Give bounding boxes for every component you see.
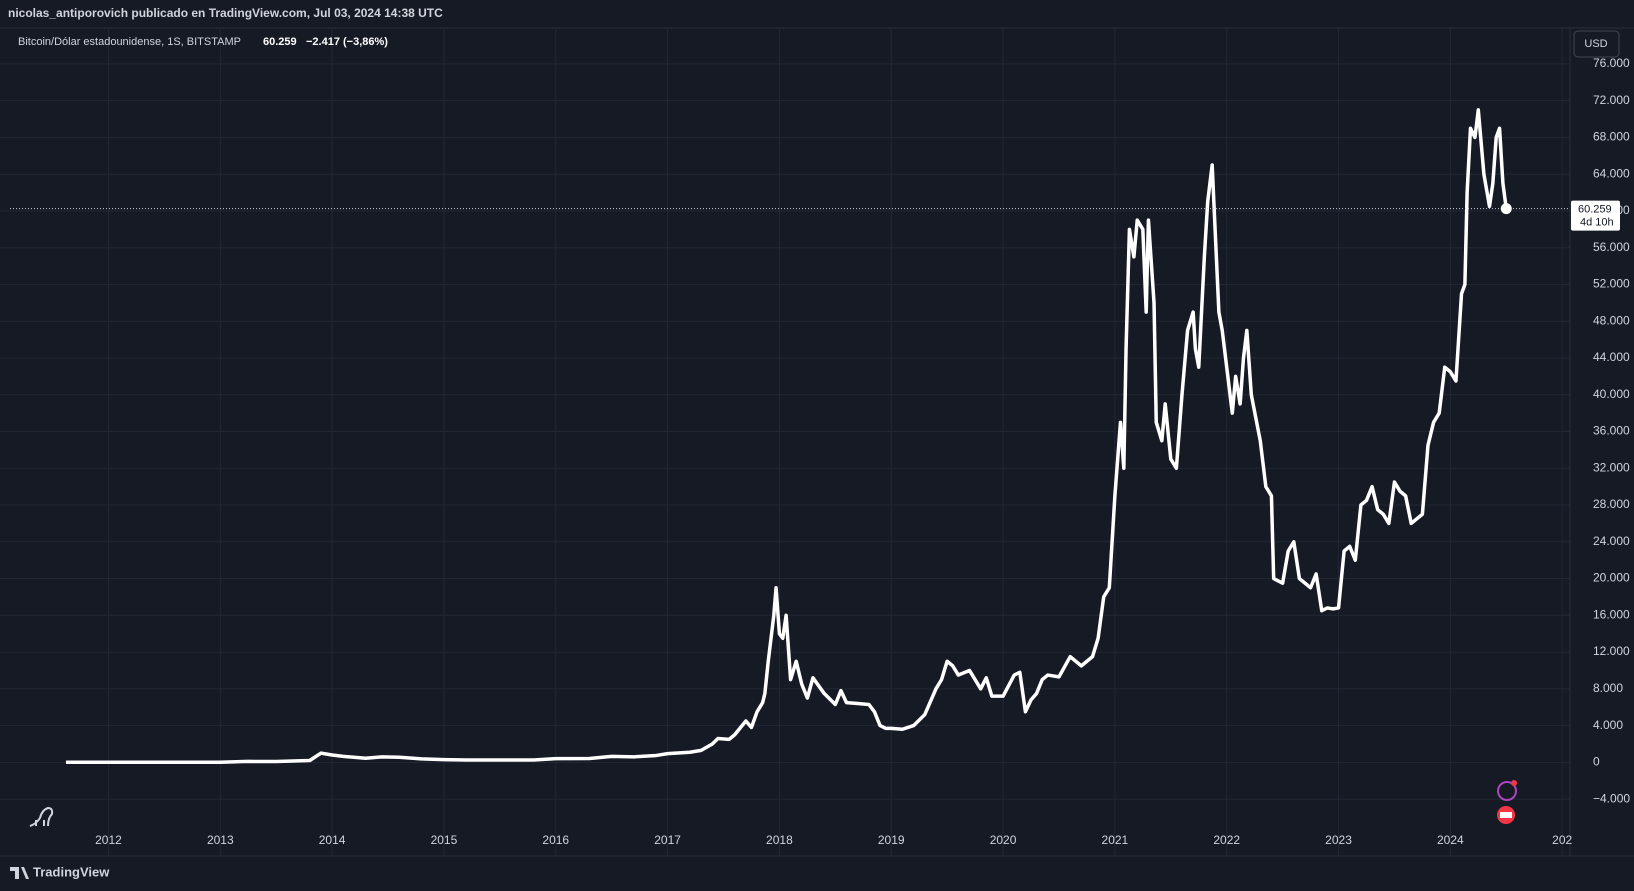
publisher: nicolas_antiporovich publicado en Tradin…	[8, 6, 443, 20]
x-tick-label: 2023	[1325, 833, 1352, 847]
y-tick-label: 76.000	[1593, 56, 1630, 70]
logo-icon	[29, 806, 54, 827]
y-tick-label: 0	[1593, 755, 1600, 769]
flag-stripe	[1500, 812, 1512, 818]
x-tick-label: 2020	[990, 833, 1017, 847]
grid	[0, 29, 1570, 856]
y-tick-label: 44.000	[1593, 350, 1630, 364]
legend-change: −2.417 (−3,86%)	[306, 36, 388, 48]
y-tick-label: 40.000	[1593, 387, 1630, 401]
plot	[65, 108, 1508, 765]
y-tick-label: 12.000	[1593, 644, 1630, 658]
x-tick-label: 2024	[1437, 833, 1464, 847]
last-point	[1500, 203, 1512, 215]
y-tick-label: 72.000	[1593, 93, 1630, 107]
x-tick-label: 2013	[207, 833, 234, 847]
event-icon[interactable]	[1497, 781, 1517, 801]
brand-name: TradingView	[33, 864, 110, 879]
y-tick-label: 28.000	[1593, 497, 1630, 511]
x-tick-label: 2021	[1102, 833, 1129, 847]
event-dot	[1511, 780, 1517, 786]
y-tick-label: 64.000	[1593, 166, 1630, 180]
x-tick-label: 2017	[654, 833, 681, 847]
x-tick-label: 2015	[431, 833, 458, 847]
last-price-badge	[1571, 200, 1620, 231]
x-tick-label: 2014	[319, 833, 346, 847]
y-tick-label: 16.000	[1593, 607, 1630, 621]
y-tick-label: 56.000	[1593, 240, 1630, 254]
last-price-label: 60.259	[1578, 203, 1612, 215]
x-tick-label: 2018	[766, 833, 793, 847]
x-tick-label: 2016	[542, 833, 569, 847]
brand-logo	[10, 867, 29, 879]
currency[interactable]: USD	[1584, 38, 1607, 50]
y-tick-label: 32.000	[1593, 460, 1630, 474]
y-tick-label: 36.000	[1593, 424, 1630, 438]
x-tick-label: 202	[1552, 833, 1572, 847]
y-tick-label: 68.000	[1593, 130, 1630, 144]
legend-price: 60.259	[263, 36, 297, 48]
y-tick-label: 20.000	[1593, 571, 1630, 585]
y-tick-label: 52.000	[1593, 277, 1630, 291]
y-tick-label: 24.000	[1593, 534, 1630, 548]
countdown: 4d 10h	[1580, 216, 1614, 228]
y-tick-label: 48.000	[1593, 313, 1630, 327]
y-tick-label: 4.000	[1593, 718, 1623, 732]
x-tick-label: 2012	[95, 833, 122, 847]
y-tick-label: 8.000	[1593, 681, 1623, 695]
currency-button[interactable]	[1573, 30, 1620, 58]
price-line	[65, 108, 1508, 765]
symbol: Bitcoin/Dólar estadounidense, 1S, BITSTA…	[18, 36, 241, 48]
y-tick-label: −4.000	[1593, 791, 1630, 805]
x-tick-label: 2022	[1213, 833, 1240, 847]
x-tick-label: 2019	[878, 833, 905, 847]
